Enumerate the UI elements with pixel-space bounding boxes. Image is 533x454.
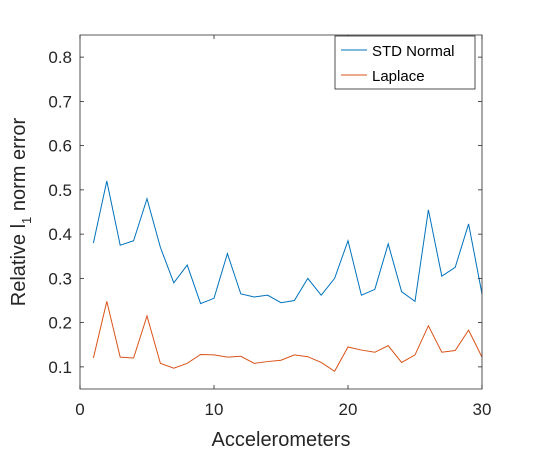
legend: STD Normal Laplace [334, 35, 476, 90]
y-tick-label: 0.5 [48, 181, 72, 200]
x-tick-label: 0 [75, 400, 84, 419]
y-axis-label-prefix: Relative l [8, 224, 30, 306]
series-line-std-normal [92, 180, 483, 305]
legend-box [334, 35, 476, 90]
legend-label-std-normal: STD Normal [372, 43, 455, 60]
y-tick-label: 0.4 [48, 225, 72, 244]
x-axis-label: Accelerometers [212, 429, 351, 451]
y-axis-label: Relative l1 norm error [8, 117, 34, 306]
series-line-laplace [92, 301, 483, 373]
legend-label-laplace: Laplace [372, 68, 425, 85]
y-axis-label-suffix: norm error [8, 117, 30, 216]
y-tick-label: 0.1 [48, 358, 72, 377]
x-tick-label: 10 [205, 400, 224, 419]
tick-labels-layer: 0 10 20 30 0.1 0.2 0.3 0.4 0.5 0.6 0.7 0.8 [48, 48, 491, 419]
x-tick-label: 20 [339, 400, 358, 419]
y-tick-label: 0.2 [48, 314, 72, 333]
y-tick-label: 0.3 [48, 269, 72, 288]
y-tick-label: 0.8 [48, 48, 72, 67]
series-layer [92, 180, 483, 373]
y-axis-label-subscript: 1 [19, 217, 34, 224]
x-tick-label: 30 [473, 400, 492, 419]
y-tick-label: 0.6 [48, 137, 72, 156]
y-tick-label: 0.7 [48, 92, 72, 111]
plot-area [80, 35, 482, 389]
